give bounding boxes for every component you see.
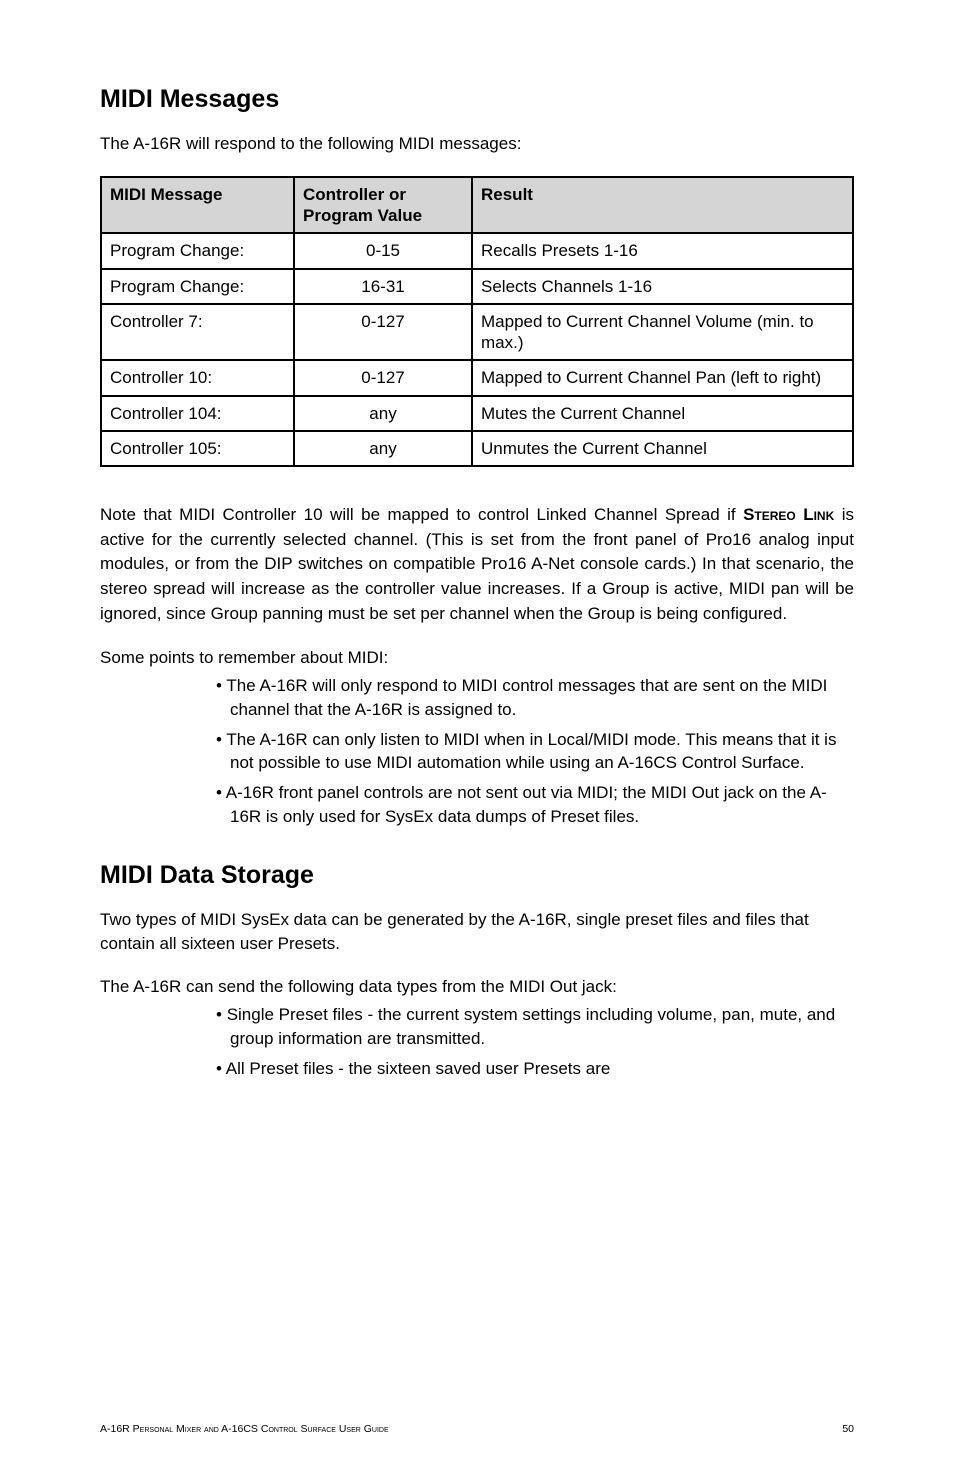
intro-paragraph: The A-16R will respond to the following … bbox=[100, 132, 854, 156]
list-item: All Preset files - the sixteen saved use… bbox=[100, 1057, 854, 1081]
page-number: 50 bbox=[842, 1423, 854, 1435]
list-item: The A-16R will only respond to MIDI cont… bbox=[100, 674, 854, 722]
stereo-link-label: Stereo Link bbox=[743, 505, 834, 524]
table-cell: Program Change: bbox=[101, 233, 294, 268]
list-item: Single Preset files - the current system… bbox=[100, 1003, 854, 1051]
table-cell: Controller 105: bbox=[101, 431, 294, 466]
table-row: Controller 104: any Mutes the Current Ch… bbox=[101, 396, 853, 431]
list-item: The A-16R can only listen to MIDI when i… bbox=[100, 728, 854, 776]
storage-paragraph-1: Two types of MIDI SysEx data can be gene… bbox=[100, 908, 854, 956]
table-cell: 16-31 bbox=[294, 269, 472, 304]
section-title-midi-messages: MIDI Messages bbox=[100, 85, 854, 114]
table-cell: Controller 104: bbox=[101, 396, 294, 431]
table-row: Program Change: 0-15 Recalls Presets 1-1… bbox=[101, 233, 853, 268]
table-header: MIDI Message bbox=[101, 177, 294, 234]
table-cell: Mapped to Current Channel Volume (min. t… bbox=[472, 304, 853, 361]
note-paragraph: Note that MIDI Controller 10 will be map… bbox=[100, 503, 854, 626]
table-row: Controller 7: 0-127 Mapped to Current Ch… bbox=[101, 304, 853, 361]
table-row: Controller 10: 0-127 Mapped to Current C… bbox=[101, 360, 853, 395]
page-footer: A-16R Personal Mixer and A-16CS Control … bbox=[100, 1423, 854, 1435]
table-cell: Program Change: bbox=[101, 269, 294, 304]
table-cell: 0-127 bbox=[294, 304, 472, 361]
midi-points-list: The A-16R will only respond to MIDI cont… bbox=[100, 674, 854, 829]
table-row: Controller 105: any Unmutes the Current … bbox=[101, 431, 853, 466]
storage-paragraph-2: The A-16R can send the following data ty… bbox=[100, 975, 854, 999]
table-cell: Mapped to Current Channel Pan (left to r… bbox=[472, 360, 853, 395]
table-cell: Controller 7: bbox=[101, 304, 294, 361]
note-text-pre: Note that MIDI Controller 10 will be map… bbox=[100, 505, 743, 524]
table-header: Controller or Program Value bbox=[294, 177, 472, 234]
table-cell: any bbox=[294, 431, 472, 466]
table-cell: Selects Channels 1-16 bbox=[472, 269, 853, 304]
table-cell: 0-15 bbox=[294, 233, 472, 268]
section-title-midi-data-storage: MIDI Data Storage bbox=[100, 861, 854, 890]
list-intro: Some points to remember about MIDI: bbox=[100, 646, 854, 670]
table-cell: Mutes the Current Channel bbox=[472, 396, 853, 431]
footer-title: A-16R Personal Mixer and A-16CS Control … bbox=[100, 1423, 389, 1435]
list-item: A-16R front panel controls are not sent … bbox=[100, 781, 854, 829]
table-row: Program Change: 16-31 Selects Channels 1… bbox=[101, 269, 853, 304]
table-cell: 0-127 bbox=[294, 360, 472, 395]
table-cell: Unmutes the Current Channel bbox=[472, 431, 853, 466]
table-cell: any bbox=[294, 396, 472, 431]
table-cell: Controller 10: bbox=[101, 360, 294, 395]
table-cell: Recalls Presets 1-16 bbox=[472, 233, 853, 268]
table-header: Result bbox=[472, 177, 853, 234]
data-types-list: Single Preset files - the current system… bbox=[100, 1003, 854, 1080]
midi-messages-table: MIDI Message Controller or Program Value… bbox=[100, 176, 854, 467]
